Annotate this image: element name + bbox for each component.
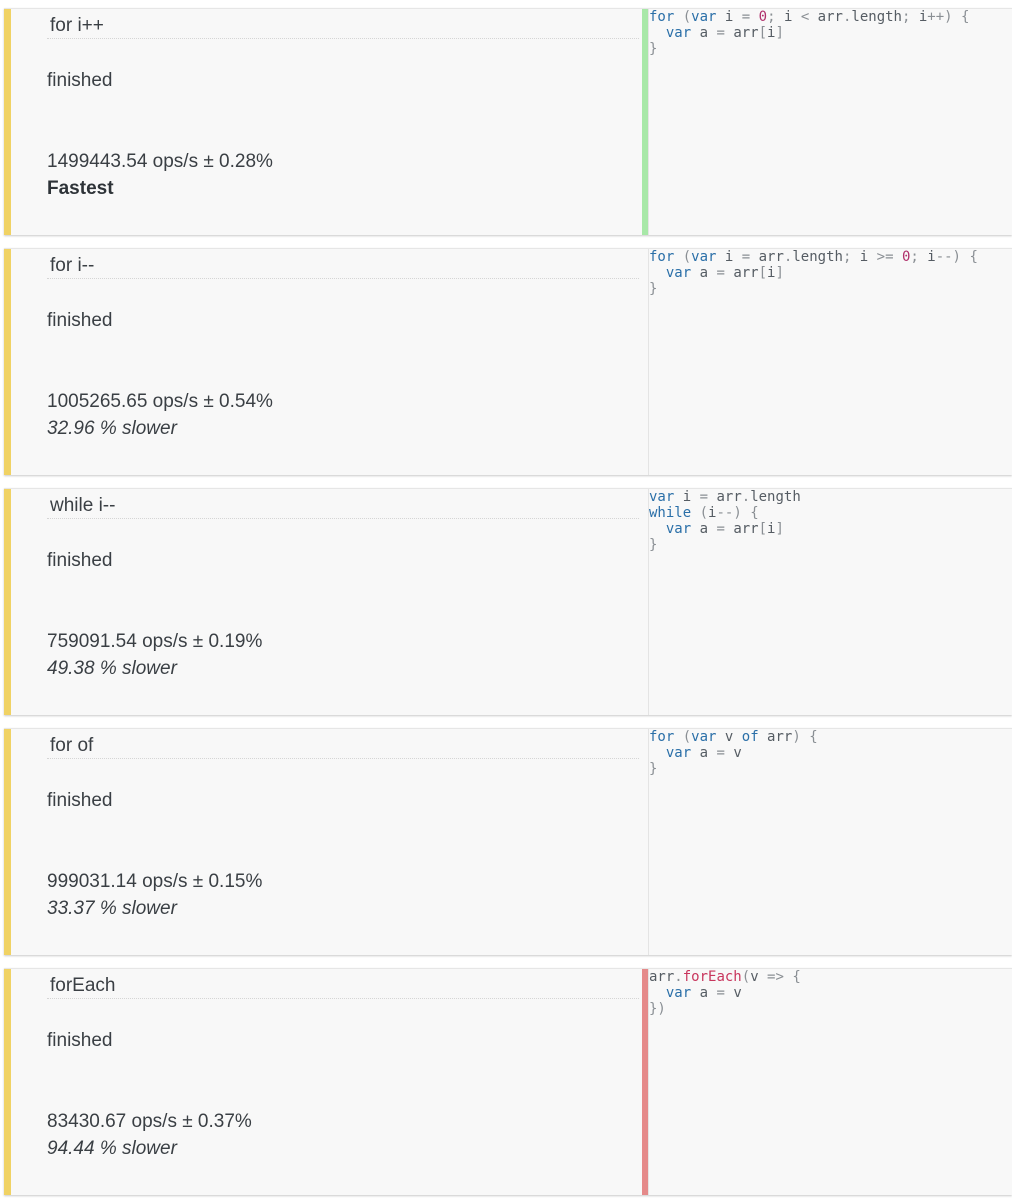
- benchmark-case-for-i-plus: for i++ finished 1499443.54 ops/s ± 0.28…: [4, 8, 1012, 235]
- code-line: }: [649, 281, 658, 297]
- code-line: for (var v of arr) {: [649, 729, 818, 745]
- case-title[interactable]: for of: [47, 733, 639, 759]
- case-info: while i-- finished 759091.54 ops/s ± 0.1…: [11, 489, 646, 715]
- case-status: finished: [47, 550, 113, 571]
- code-line: }): [649, 1001, 666, 1017]
- case-status: finished: [47, 790, 113, 811]
- code-line: var i = arr.length: [649, 489, 801, 505]
- benchmark-case-for-i-minus: for i-- finished 1005265.65 ops/s ± 0.54…: [4, 248, 1012, 475]
- code-line: }: [649, 537, 658, 553]
- case-ops-per-second: 1499443.54 ops/s ± 0.28%: [47, 151, 273, 172]
- case-code[interactable]: for (var i = arr.length; i >= 0; i--) { …: [648, 249, 1012, 475]
- code-line: for (var i = 0; i < arr.length; i++) {: [649, 9, 970, 25]
- case-info: for i-- finished 1005265.65 ops/s ± 0.54…: [11, 249, 646, 475]
- case-verdict: 94.44 % slower: [47, 1138, 177, 1159]
- case-title[interactable]: for i--: [47, 253, 639, 279]
- code-line: var a = arr[i]: [665, 521, 784, 537]
- case-ops-per-second: 999031.14 ops/s ± 0.15%: [47, 871, 263, 892]
- case-verdict: 49.38 % slower: [47, 658, 177, 679]
- case-status: finished: [47, 310, 113, 331]
- case-status-bar: [4, 9, 11, 235]
- case-title[interactable]: forEach: [47, 973, 639, 999]
- benchmark-case-foreach: forEach finished 83430.67 ops/s ± 0.37% …: [4, 968, 1012, 1195]
- case-status: finished: [47, 1030, 113, 1051]
- case-info: for of finished 999031.14 ops/s ± 0.15% …: [11, 729, 646, 955]
- code-line: var a = arr[i]: [665, 25, 784, 41]
- code-line: }: [649, 41, 658, 57]
- code-line: var a = v: [665, 985, 742, 1001]
- case-ops-per-second: 1005265.65 ops/s ± 0.54%: [47, 391, 273, 412]
- case-ops-per-second: 759091.54 ops/s ± 0.19%: [47, 631, 263, 652]
- case-status-bar: [4, 729, 11, 955]
- case-status-bar: [4, 489, 11, 715]
- case-title[interactable]: while i--: [47, 493, 639, 519]
- code-rank-bar: [642, 969, 648, 1195]
- case-code[interactable]: arr.forEach(v => { var a = v}): [648, 969, 1012, 1195]
- benchmark-case-for-of: for of finished 999031.14 ops/s ± 0.15% …: [4, 728, 1012, 955]
- case-ops-per-second: 83430.67 ops/s ± 0.37%: [47, 1111, 252, 1132]
- case-info: for i++ finished 1499443.54 ops/s ± 0.28…: [11, 9, 646, 235]
- case-code[interactable]: for (var i = 0; i < arr.length; i++) { v…: [648, 9, 1012, 235]
- case-verdict: 32.96 % slower: [47, 418, 177, 439]
- case-code[interactable]: var i = arr.length while (i--) { var a = …: [648, 489, 1012, 715]
- case-code[interactable]: for (var v of arr) { var a = v}: [648, 729, 1012, 955]
- case-verdict: Fastest: [47, 178, 114, 199]
- code-line: var a = v: [665, 745, 742, 761]
- code-line: arr.forEach(v => {: [649, 969, 801, 985]
- case-info: forEach finished 83430.67 ops/s ± 0.37% …: [11, 969, 646, 1195]
- code-line: for (var i = arr.length; i >= 0; i--) {: [649, 249, 978, 265]
- case-verdict: 33.37 % slower: [47, 898, 177, 919]
- case-status-bar: [4, 969, 11, 1195]
- code-rank-bar: [642, 9, 648, 235]
- code-line: }: [649, 761, 658, 777]
- benchmark-case-while-i-minus: while i-- finished 759091.54 ops/s ± 0.1…: [4, 488, 1012, 715]
- case-status-bar: [4, 249, 11, 475]
- case-status: finished: [47, 70, 113, 91]
- code-line: while (i--) {: [649, 505, 759, 521]
- case-title[interactable]: for i++: [47, 13, 639, 39]
- code-line: var a = arr[i]: [665, 265, 784, 281]
